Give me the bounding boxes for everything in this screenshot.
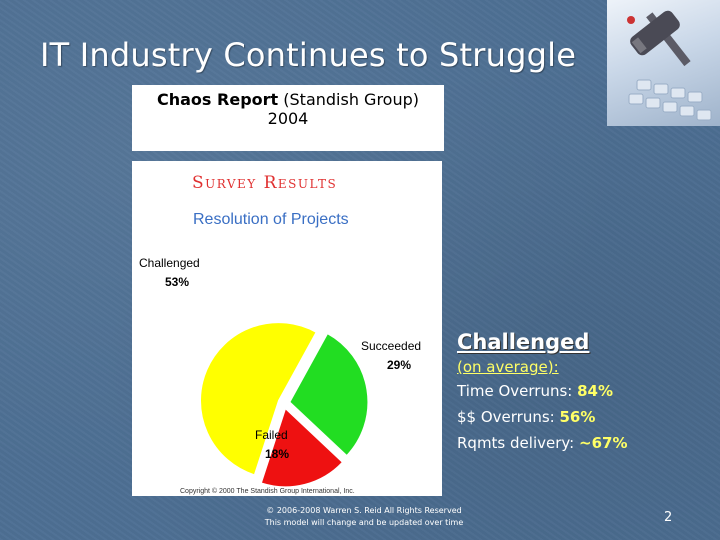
footer-line-2: This model will change and be updated ov… (264, 518, 464, 527)
notes-row-value: ~67% (579, 434, 628, 452)
pie-slice-challenged (200, 322, 317, 476)
gavel-keyboard-photo (607, 0, 720, 126)
notes-row-value: 56% (559, 408, 596, 426)
page-number: 2 (664, 510, 673, 525)
chart-header: Survey Results (192, 173, 337, 193)
slice-label-succeeded: Succeeded (361, 339, 421, 353)
pie-chart: Survey Results Resolution of Projects Ch… (139, 173, 421, 495)
chart-copyright: Copyright © 2000 The Standish Group Inte… (180, 487, 355, 495)
footer-line-1: © 2006-2008 Warren S. Reid All Rights Re… (266, 506, 462, 515)
slide-title: IT Industry Continues to Struggle (40, 36, 577, 74)
slice-label-failed: Failed (255, 428, 288, 442)
notes-subheading: (on average): (457, 358, 559, 376)
notes-row-cost: $$ Overruns: 56% (457, 404, 707, 430)
footer-copyright: © 2006-2008 Warren S. Reid All Rights Re… (244, 505, 484, 529)
pie-slice-failed (260, 407, 344, 488)
report-year: 2004 (267, 109, 309, 128)
source-box: Chaos Report (Standish Group) 2004 (132, 85, 444, 151)
slice-value-challenged: 53% (165, 275, 189, 289)
chart-panel: Survey Results Resolution of Projects Ch… (132, 161, 442, 496)
notes-row-value: 84% (577, 382, 614, 400)
slice-value-failed: 18% (265, 447, 289, 461)
challenged-notes: Challenged (on average): Time Overruns: … (457, 328, 707, 456)
notes-row-label: Rqmts delivery: (457, 434, 579, 452)
notes-row-label: Time Overruns: (457, 382, 578, 400)
slice-value-succeeded: 29% (387, 358, 411, 372)
slice-label-challenged: Challenged (139, 256, 200, 270)
notes-row-time: Time Overruns: 84% (457, 378, 707, 404)
notes-row-label: $$ Overruns: (457, 408, 560, 426)
pie-slice-succeeded (289, 333, 369, 457)
notes-row-requirements: Rqmts delivery: ~67% (457, 430, 707, 456)
chart-subtitle: Resolution of Projects (193, 211, 349, 228)
notes-heading: Challenged (457, 330, 590, 354)
report-publisher: (Standish Group) (283, 90, 419, 109)
report-name: Chaos Report (157, 90, 279, 109)
